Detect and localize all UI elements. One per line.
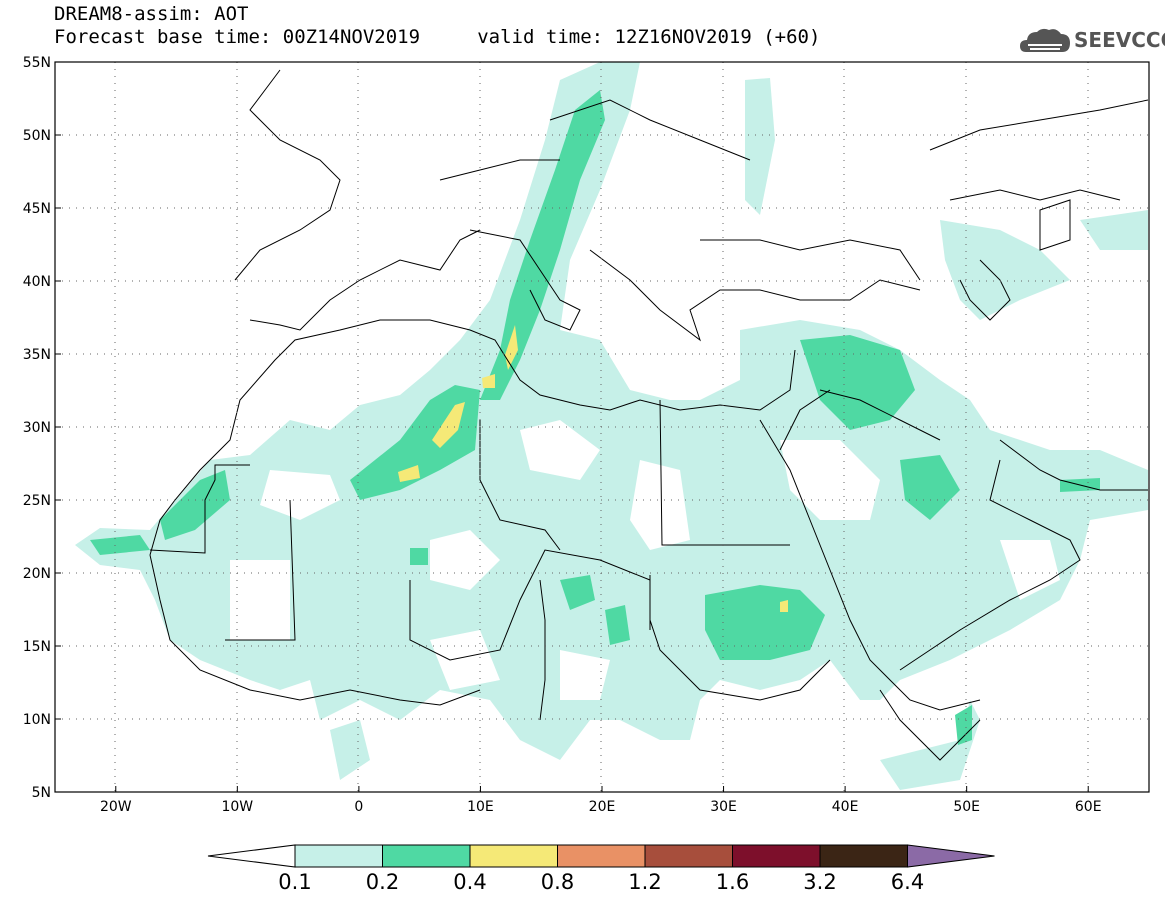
colorbar-label: 1.2 <box>628 870 661 894</box>
colorbar-box <box>294 844 383 868</box>
forecast-time-line: Forecast base time: 00Z14NOV2019 valid t… <box>54 26 821 48</box>
lat-label: 55N <box>23 55 51 71</box>
lon-label: 40E <box>832 799 859 815</box>
colorbar-box <box>469 844 558 868</box>
lat-label: 30N <box>23 420 51 436</box>
lat-label: 25N <box>23 493 51 509</box>
colorbar-low-arrow <box>207 844 296 868</box>
colorbar-box <box>819 844 908 868</box>
lon-label: 20E <box>589 799 616 815</box>
lon-label: 50E <box>953 799 980 815</box>
colorbar-box <box>732 844 821 868</box>
colorbar-label: 3.2 <box>803 870 836 894</box>
coastlines <box>149 69 1149 761</box>
lon-label: 30E <box>710 799 737 815</box>
lon-label: 20W <box>100 799 132 815</box>
cloud-icon <box>1020 28 1070 52</box>
colorbar-label: 0.1 <box>278 870 311 894</box>
logo-text: SEEVCCC <box>1074 28 1165 52</box>
colorbar-label: 6.4 <box>891 870 924 894</box>
lon-label: 60E <box>1075 799 1102 815</box>
map-title: DREAM8-assim: AOT <box>54 3 249 25</box>
lat-label: 40N <box>23 274 51 290</box>
lat-label: 10N <box>23 712 51 728</box>
lat-label: 15N <box>23 639 51 655</box>
colorbar-box <box>644 844 733 868</box>
lat-label: 50N <box>23 128 51 144</box>
latitude-labels: 55N 50N 45N 40N 35N 30N 25N 20N 15N 10N 5N <box>23 55 61 801</box>
lat-label: 45N <box>23 201 51 217</box>
colorbar-box <box>557 844 646 868</box>
colorbar-label: 0.4 <box>453 870 486 894</box>
grid <box>55 62 1149 792</box>
colorbar-label: 0.2 <box>366 870 399 894</box>
lat-label: 35N <box>23 347 51 363</box>
seevccc-logo: SEEVCCC <box>1018 24 1165 58</box>
lat-label: 5N <box>32 785 51 801</box>
lon-label: 10E <box>467 799 494 815</box>
colorbar-label: 0.8 <box>541 870 574 894</box>
lon-label: 10W <box>221 799 253 815</box>
longitude-labels: 20W 10W 0 10E 20E 30E 40E 50E 60E <box>100 786 1102 815</box>
colorbar-box <box>382 844 471 868</box>
colorbar-high-arrow <box>907 844 995 868</box>
aot-shading <box>75 62 1148 790</box>
lon-label: 0 <box>354 799 363 815</box>
colorbar-label: 1.6 <box>716 870 749 894</box>
lat-label: 20N <box>23 566 51 582</box>
